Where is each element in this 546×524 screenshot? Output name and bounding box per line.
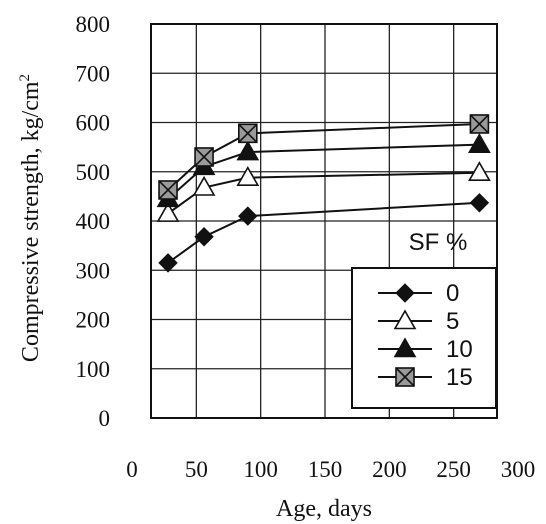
y-tick-label-400: 400 — [76, 209, 111, 234]
series-10 — [156, 133, 491, 208]
point-15-90 — [238, 123, 258, 144]
legend-label-5: 5 — [446, 308, 459, 335]
point-0-56 — [194, 227, 214, 247]
x-tick-label-250: 250 — [436, 457, 471, 482]
y-tick-label-100: 100 — [76, 357, 111, 382]
legend-marker-15 — [395, 367, 415, 387]
series-0 — [158, 193, 490, 273]
y-tick-label-800: 800 — [76, 12, 111, 37]
y-tick-label-600: 600 — [76, 111, 111, 136]
point-5-56 — [192, 175, 216, 196]
plot-frame — [150, 23, 498, 419]
series — [156, 114, 491, 273]
x-tick-label-300: 300 — [501, 457, 536, 482]
y-axis-title-superscript: 2 — [17, 74, 33, 82]
point-5-90 — [236, 166, 260, 186]
point-0-28 — [158, 253, 178, 273]
point-15-28 — [158, 180, 178, 200]
x-tick-label-100: 100 — [243, 457, 278, 482]
series-line-0 — [167, 201, 480, 264]
series-line-10 — [167, 143, 480, 200]
y-axis-title: Compressive strength, kg/cm2 — [17, 74, 44, 362]
y-tick-label-700: 700 — [76, 61, 111, 86]
x-tick-label-150: 150 — [308, 457, 343, 482]
y-tick-label-200: 200 — [76, 308, 111, 333]
legend-label-15: 15 — [446, 364, 473, 391]
point-10-90 — [236, 140, 260, 161]
legend-marker-0 — [395, 283, 415, 303]
x-axis-title: Age, days — [276, 496, 372, 522]
point-5-28 — [156, 202, 180, 222]
legend-item-10: 10 — [378, 336, 473, 363]
x-tick-labels: 0 50 100 150 200 250 300 — [126, 457, 535, 482]
y-tick-labels: 0 100 200 300 400 500 600 700 800 — [76, 12, 111, 431]
x-tick-label-200: 200 — [372, 457, 407, 482]
x-tick-label-50: 50 — [185, 457, 208, 482]
point-0-90 — [238, 206, 258, 226]
point-5-270 — [468, 161, 491, 182]
legend-item-0: 0 — [378, 280, 459, 307]
y-axis-title-text: Compressive strength, kg/cm — [18, 81, 44, 362]
series-line-5 — [167, 171, 480, 215]
point-15-270 — [469, 114, 490, 134]
legend-box — [351, 267, 497, 409]
grid — [151, 24, 497, 418]
legend-item-5: 5 — [378, 308, 459, 335]
x-tick-label-0: 0 — [126, 457, 138, 482]
point-15-56 — [194, 147, 214, 167]
legend-title: SF % — [409, 229, 468, 256]
legend-item-15: 15 — [378, 364, 473, 391]
y-tick-label-0: 0 — [99, 406, 111, 431]
legend-label-10: 10 — [446, 336, 473, 363]
series-line-15 — [167, 122, 480, 191]
series-15 — [158, 114, 490, 200]
series-5 — [156, 161, 491, 222]
legend-marker-10 — [393, 337, 417, 358]
y-tick-label-500: 500 — [76, 160, 111, 185]
point-0-270 — [469, 193, 490, 213]
legend-marker-5 — [393, 309, 417, 330]
y-tick-label-300: 300 — [76, 258, 111, 283]
legend-label-0: 0 — [446, 280, 459, 307]
point-10-270 — [468, 133, 491, 153]
